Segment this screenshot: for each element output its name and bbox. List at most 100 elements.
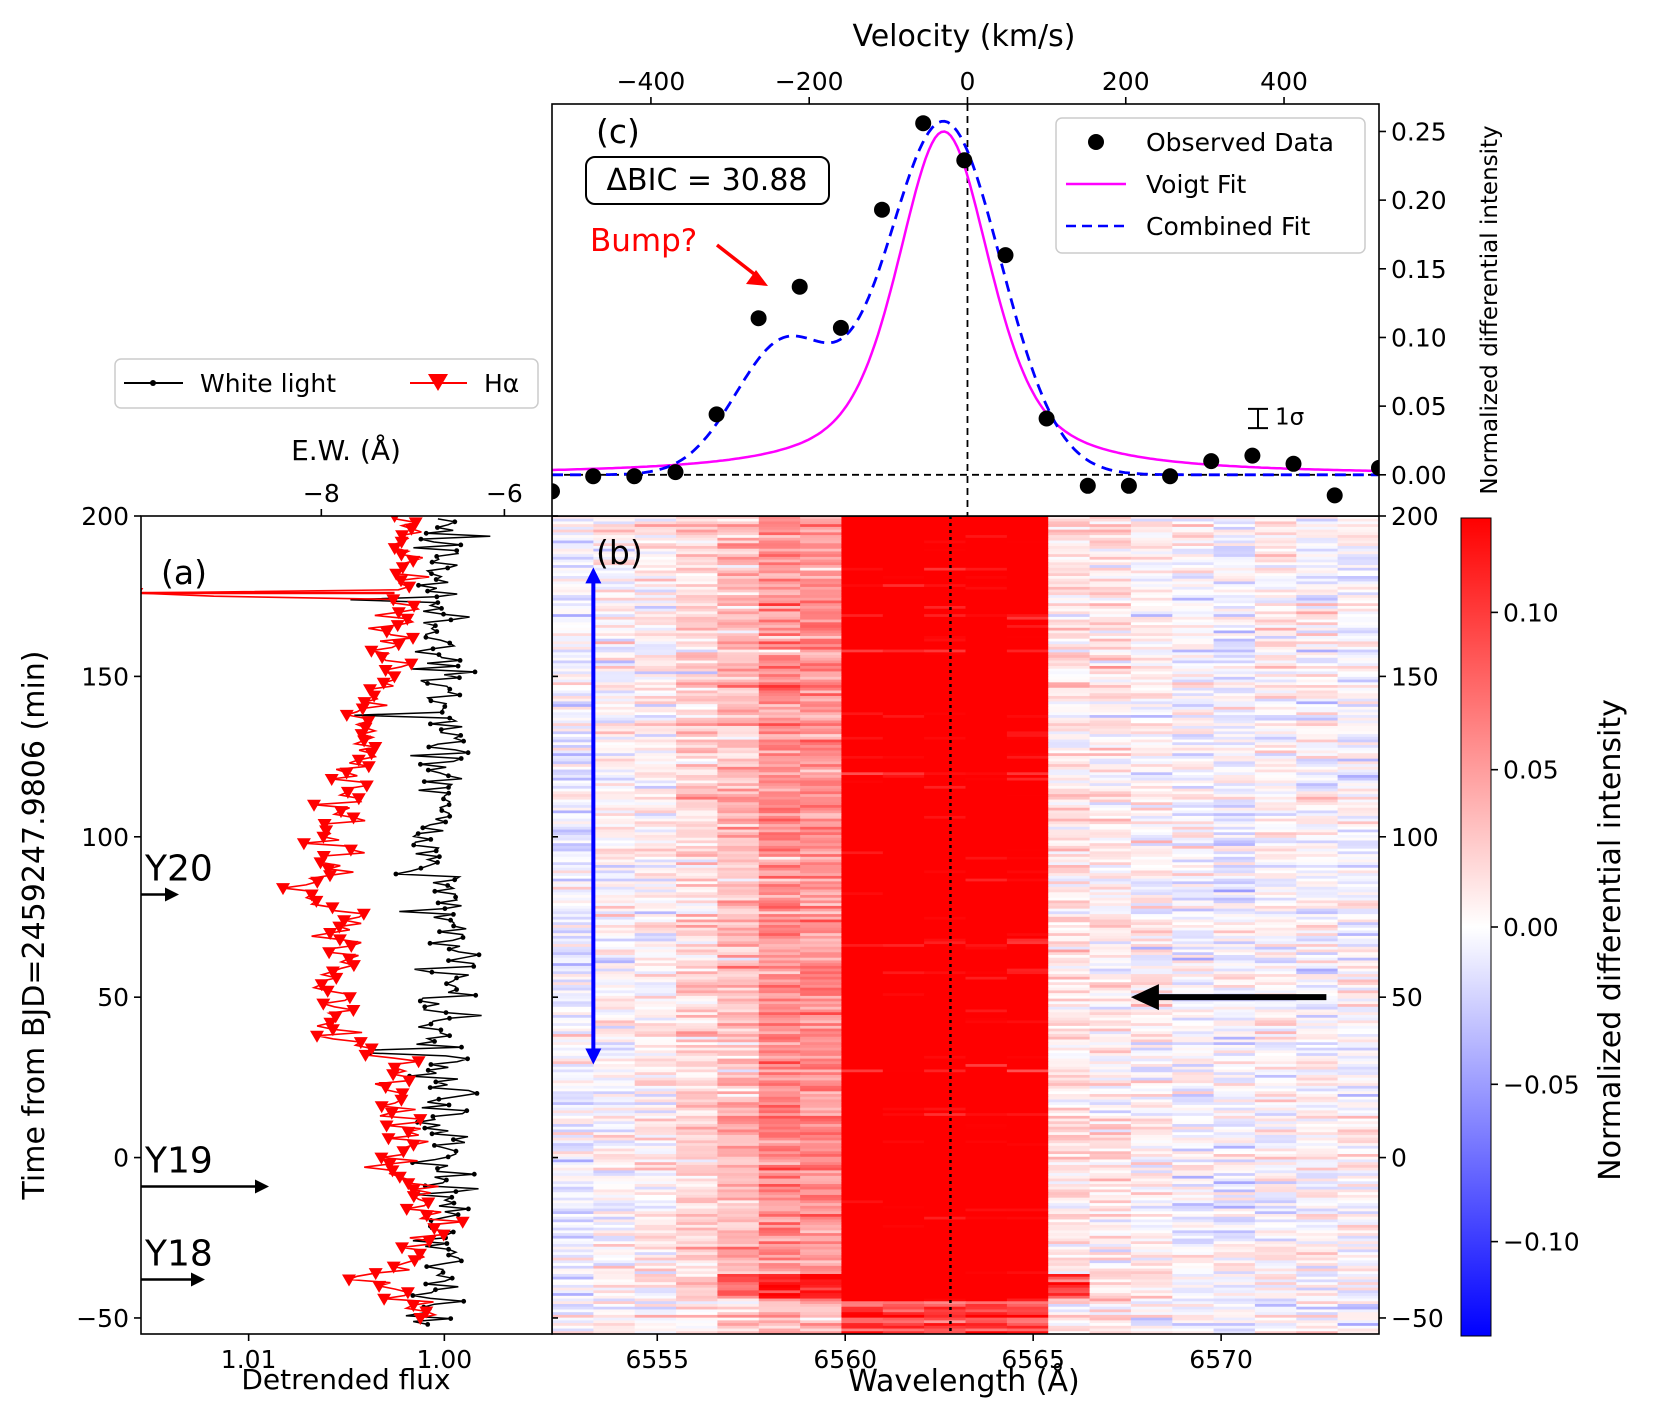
heatmap-cell xyxy=(1048,832,1091,836)
heatmap-cell xyxy=(1296,1034,1339,1038)
heatmap-cell xyxy=(1254,832,1297,836)
heatmap-cell xyxy=(593,739,636,743)
heatmap-cell xyxy=(965,1069,1008,1073)
heatmap-cell xyxy=(965,780,1008,784)
heatmap-cell xyxy=(1296,832,1339,836)
heatmap-cell xyxy=(1213,832,1256,836)
heatmap-cell xyxy=(1254,1020,1297,1024)
heatmap-cell xyxy=(717,614,760,618)
heatmap-cell xyxy=(1296,764,1339,768)
heatmap-cell xyxy=(1006,646,1049,651)
heatmap-cell xyxy=(1296,957,1339,962)
heatmap-cell xyxy=(1130,788,1173,792)
heatmap-cell xyxy=(800,878,842,882)
heatmap-cell xyxy=(1213,1184,1256,1188)
heatmap-cell xyxy=(717,524,760,528)
heatmap-cell xyxy=(1172,641,1215,645)
heatmap-cell xyxy=(676,976,718,981)
heatmap-cell xyxy=(552,892,594,896)
heatmap-cell xyxy=(1006,892,1049,896)
heatmap-cell xyxy=(1048,815,1091,820)
heatmap-cell xyxy=(1296,665,1339,670)
heatmap-cell xyxy=(1337,837,1379,842)
heatmap-cell xyxy=(717,679,760,683)
heatmap-cell xyxy=(841,769,884,773)
heatmap-cell xyxy=(593,821,636,825)
heatmap-cell xyxy=(634,1039,677,1043)
heatmap-cell xyxy=(593,1134,636,1139)
heatmap-cell xyxy=(1130,704,1173,708)
heatmap-cell xyxy=(1006,1192,1049,1196)
heatmap-cell xyxy=(841,1132,884,1136)
heatmap-cell xyxy=(1130,676,1173,681)
heatmap-cell xyxy=(717,1110,760,1114)
heatmap-cell xyxy=(552,1167,594,1171)
heatmap-cell xyxy=(758,745,801,749)
heatmap-cell xyxy=(1048,1066,1091,1071)
heatmap-cell xyxy=(593,960,636,964)
heatmap-cell xyxy=(1254,1134,1297,1139)
heatmap-cell xyxy=(800,1140,842,1144)
heatmap-cell xyxy=(1337,625,1379,629)
heatmap-cell xyxy=(1213,873,1256,877)
heatmap-cell xyxy=(1048,1031,1091,1035)
heatmap-cell xyxy=(676,745,718,749)
heatmap-cell xyxy=(552,690,594,694)
heatmap-cell xyxy=(882,695,925,700)
heatmap-cell xyxy=(593,993,636,997)
heatmap-cell xyxy=(882,1189,925,1193)
heatmap-cell xyxy=(1296,821,1339,825)
heatmap-cell xyxy=(1296,586,1339,591)
heatmap-cell xyxy=(758,592,801,596)
heatmap-cell xyxy=(800,769,842,773)
heatmap-cell xyxy=(634,665,677,670)
heatmap-cell xyxy=(676,856,718,861)
heatmap-cell xyxy=(882,725,925,730)
heatmap-cell xyxy=(1048,665,1091,670)
heatmap-cell xyxy=(1172,611,1215,615)
heatmap-cells xyxy=(552,516,1379,1334)
heatmap-cell xyxy=(676,1170,718,1174)
heatmap-cell xyxy=(1048,625,1091,629)
heatmap-cell xyxy=(882,562,925,566)
heatmap-cell xyxy=(841,897,884,902)
heatmap-cell xyxy=(1130,813,1173,817)
heatmap-cell xyxy=(1089,755,1132,760)
heatmap-cell xyxy=(1172,843,1215,847)
heatmap-cell xyxy=(924,535,967,539)
heatmap-cell xyxy=(841,982,884,986)
heatmap-cell xyxy=(1337,802,1379,806)
heatmap-cell xyxy=(882,649,925,653)
heatmap-cell xyxy=(717,616,760,621)
heatmap-cell xyxy=(965,1006,1008,1011)
heatmap-cell xyxy=(1006,559,1049,563)
heatmap-cell xyxy=(841,766,884,771)
heatmap-cell xyxy=(593,665,636,670)
heatmap-cell xyxy=(1048,747,1091,752)
heatmap-cell xyxy=(1006,884,1049,888)
heatmap-cell xyxy=(552,859,594,863)
heatmap-cell xyxy=(965,1091,1008,1095)
heatmap-cell xyxy=(841,693,884,697)
heatmap-cell xyxy=(1296,671,1339,675)
heatmap-cell xyxy=(676,862,718,866)
heatmap-cell xyxy=(1213,851,1256,855)
heatmap-cell xyxy=(841,1137,884,1142)
heatmap-cell xyxy=(841,1077,884,1082)
heatmap-cell xyxy=(841,758,884,762)
heatmap-cell xyxy=(841,644,884,648)
heatmap-cell xyxy=(1213,916,1256,921)
heatmap-cell xyxy=(717,652,760,656)
heatmap-cell xyxy=(924,993,967,997)
heatmap-cell xyxy=(758,1028,801,1032)
heatmap-cell xyxy=(965,1104,1008,1109)
heatmap-cell xyxy=(676,1034,718,1038)
heatmap-cell xyxy=(717,930,760,934)
heatmap-cell xyxy=(1213,1104,1256,1109)
heatmap-cell xyxy=(1172,540,1215,544)
heatmap-cell xyxy=(1006,818,1049,822)
heatmap-cell xyxy=(800,865,842,869)
heatmap-cell xyxy=(717,764,760,768)
heatmap-cell xyxy=(593,1115,636,1120)
heatmap-cell xyxy=(1254,1017,1297,1022)
